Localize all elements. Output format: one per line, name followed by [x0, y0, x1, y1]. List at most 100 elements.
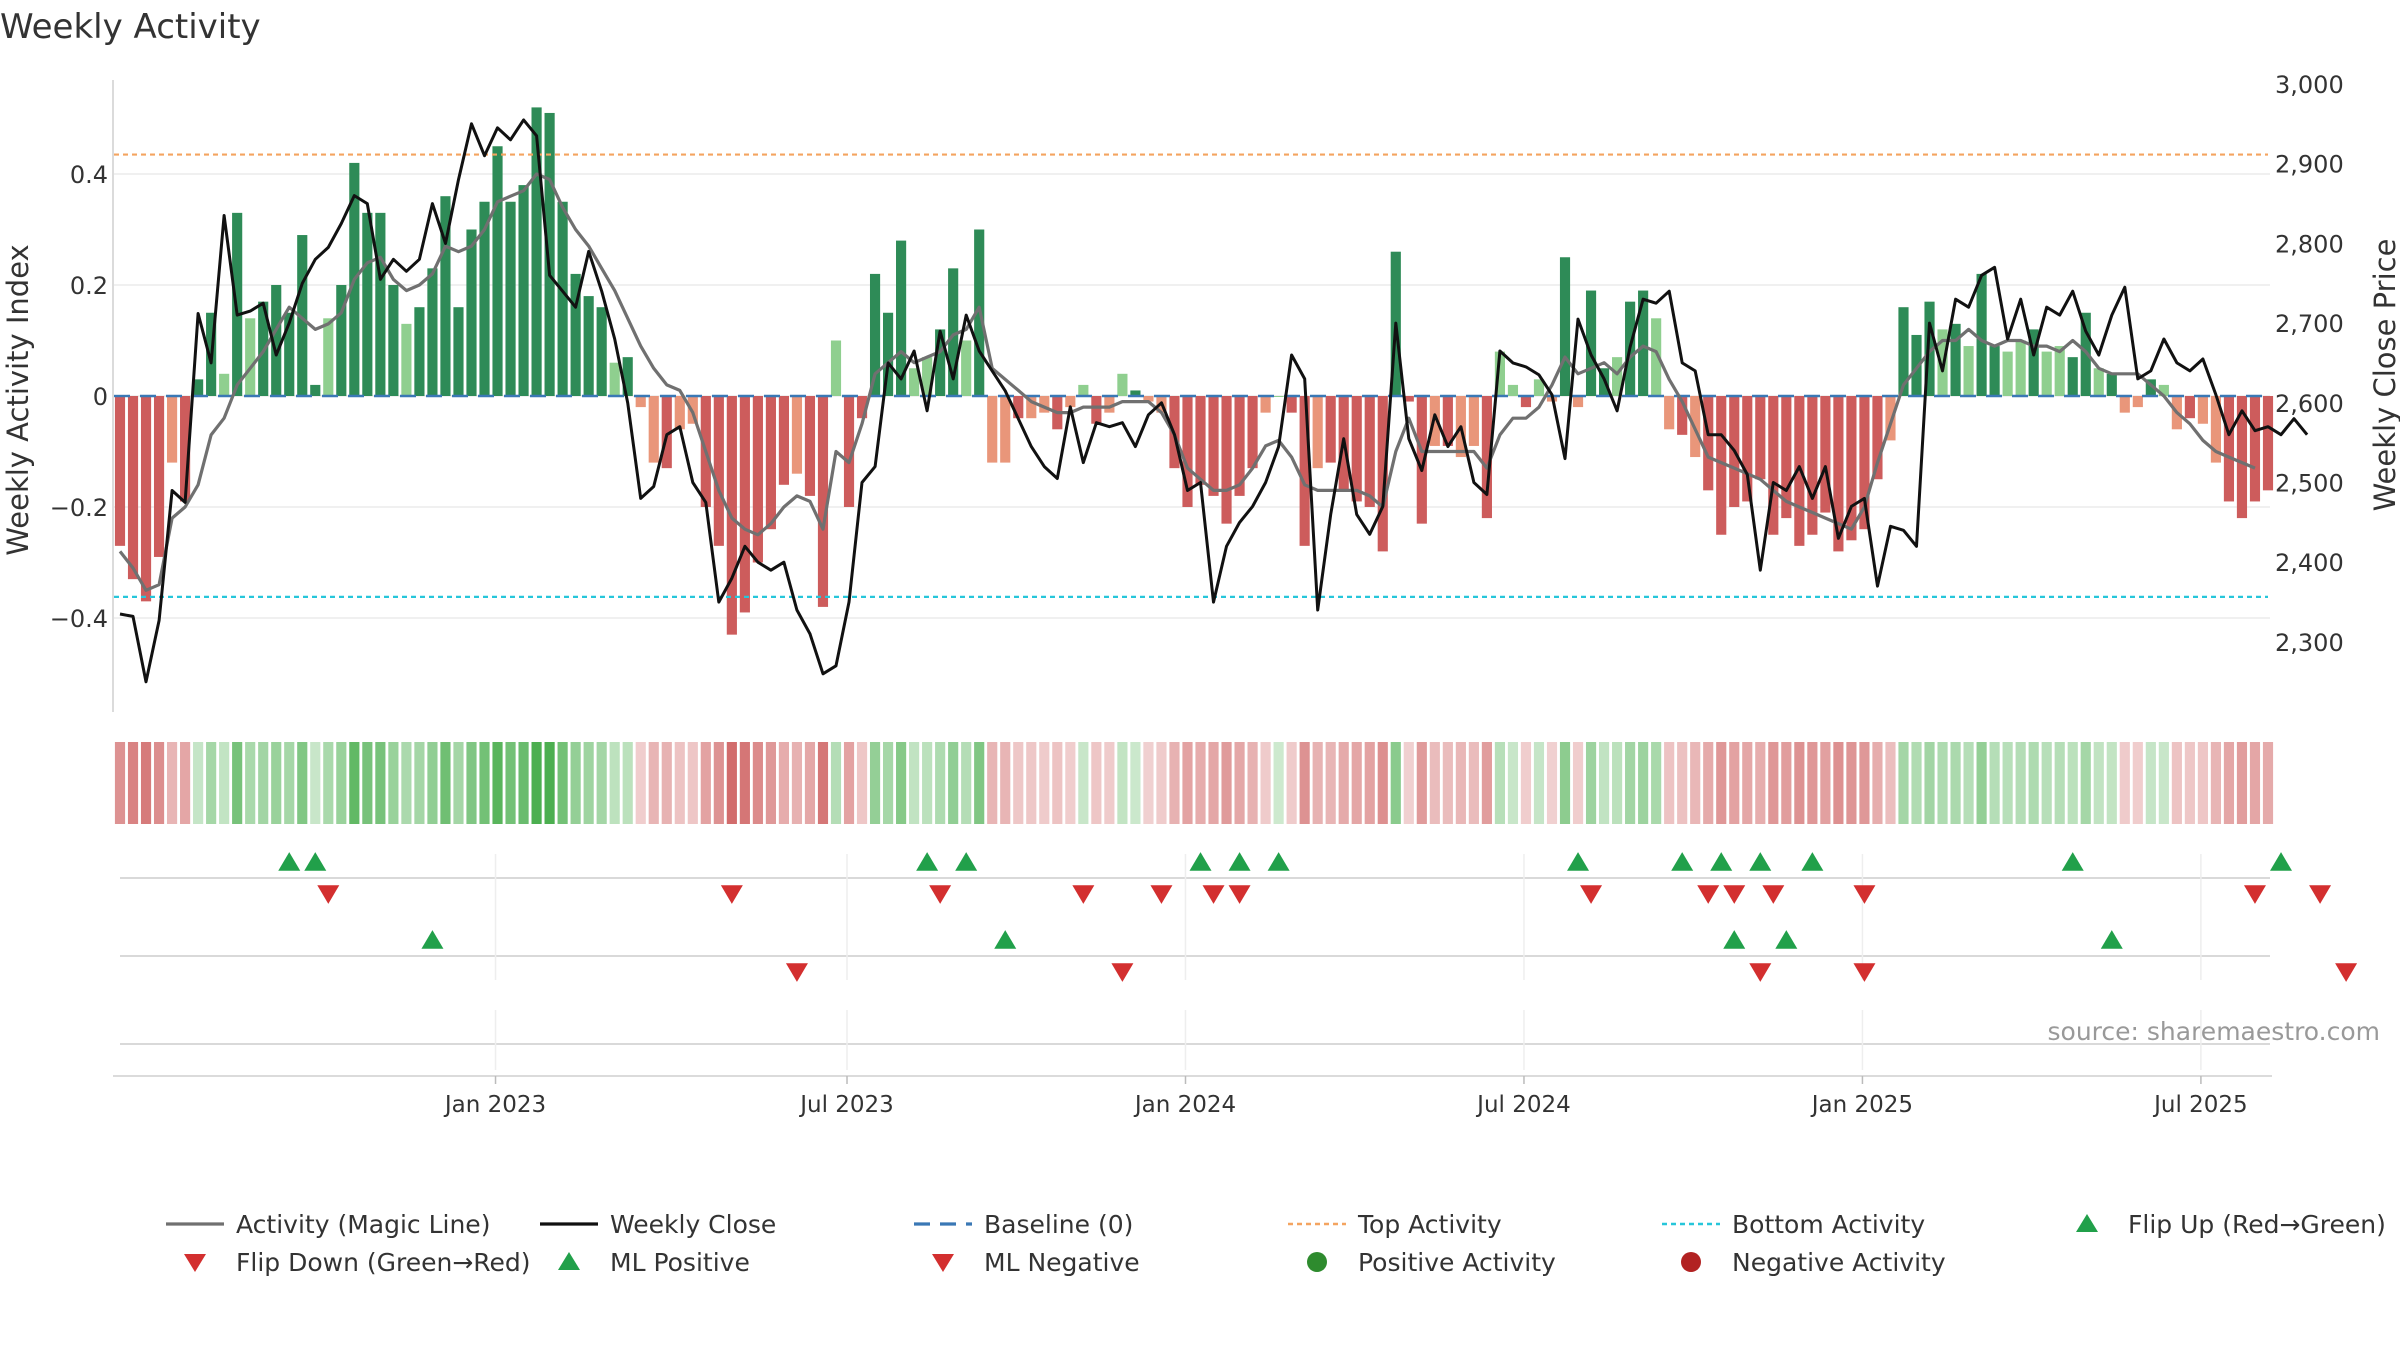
- heat-cell: [2184, 742, 2195, 824]
- heat-cell: [166, 742, 178, 824]
- y-right-tick-label: 2,600: [2275, 390, 2344, 418]
- y-left-tick-label: 0.4: [70, 161, 108, 189]
- heat-cell: [2015, 742, 2026, 824]
- heat-cell: [882, 742, 894, 824]
- heat-cell: [830, 742, 842, 824]
- x-tick-label: Jan 2023: [443, 1092, 546, 1118]
- heat-cell: [1690, 742, 1701, 824]
- flip-down-marker: [2243, 885, 2266, 904]
- activity-bar: [1924, 301, 1935, 396]
- ml-negative-marker: [1111, 963, 1134, 982]
- legend-label: ML Negative: [984, 1248, 1140, 1277]
- legend-swatch-triangle: [2076, 1214, 2098, 1232]
- activity-bar: [297, 235, 308, 396]
- heat-cell: [1846, 742, 1857, 824]
- activity-bar: [2184, 396, 2195, 419]
- heat-cell: [140, 742, 152, 824]
- heat-cell: [401, 742, 412, 824]
- heat-cell: [232, 742, 243, 824]
- activity-bar: [2262, 396, 2274, 491]
- heat-cell: [323, 742, 334, 824]
- heat-cell: [2262, 742, 2274, 824]
- heat-cell: [674, 742, 685, 824]
- heat-cell: [1013, 742, 1024, 824]
- heat-cell: [1208, 742, 1219, 824]
- y-axis-right-label: Weekly Close Price: [2368, 239, 2400, 512]
- heat-cell: [1377, 742, 1388, 824]
- heat-cell: [284, 742, 295, 824]
- activity-bar: [1872, 396, 1883, 480]
- flip-up-marker: [1189, 852, 1212, 871]
- activity-bar: [2054, 346, 2065, 396]
- activity-bar: [1234, 396, 1245, 496]
- heat-cell: [778, 742, 790, 824]
- y-right-tick-label: 2,400: [2275, 549, 2344, 577]
- heat-cell: [909, 742, 920, 824]
- heat-cell: [466, 742, 477, 824]
- y-right-tick-label: 2,800: [2275, 230, 2344, 258]
- flip-up-marker: [2270, 852, 2293, 871]
- x-tick-label: Jul 2025: [2152, 1092, 2248, 1118]
- ml-negative-marker: [2335, 963, 2358, 982]
- heat-cell: [375, 742, 386, 824]
- flip-down-marker: [1228, 885, 1251, 904]
- activity-bar: [843, 396, 855, 507]
- activity-bar: [2210, 396, 2222, 463]
- activity-bar: [1768, 396, 1779, 535]
- legend-label: Bottom Activity: [1732, 1210, 1925, 1239]
- x-tick-label: Jul 2023: [798, 1092, 894, 1118]
- flip-down-marker: [1150, 885, 1173, 904]
- activity-bar: [466, 229, 477, 396]
- activity-bar: [570, 273, 581, 396]
- heat-cell: [1729, 742, 1740, 824]
- ml-positive-marker: [421, 930, 444, 949]
- activity-bar: [661, 396, 672, 469]
- heat-cell: [856, 742, 868, 824]
- activity-bar: [1833, 396, 1844, 552]
- heat-cell: [1546, 742, 1558, 824]
- flip-up-marker: [1801, 852, 1824, 871]
- heat-cell: [1625, 742, 1636, 824]
- heat-cell: [1182, 742, 1193, 824]
- activity-bar: [153, 396, 165, 557]
- heat-cell: [1078, 742, 1089, 824]
- heat-cell: [922, 742, 933, 824]
- activity-bar: [1273, 396, 1284, 397]
- heat-cell: [1989, 742, 2000, 824]
- heat-cell: [1950, 742, 1961, 824]
- activity-bar: [1130, 390, 1141, 396]
- heat-cell: [2054, 742, 2065, 824]
- activity-bar: [1468, 396, 1479, 446]
- heat-cell: [219, 742, 230, 824]
- flip-up-marker: [1267, 852, 1290, 871]
- heat-cell: [583, 742, 594, 824]
- activity-bar: [1351, 396, 1362, 502]
- heat-cell: [518, 742, 529, 824]
- heat-cell: [726, 742, 737, 824]
- heat-cell: [2132, 742, 2143, 824]
- y-left-tick-label: 0.2: [70, 272, 108, 300]
- heat-cell: [544, 742, 555, 824]
- heat-cell: [1872, 742, 1883, 824]
- heat-cell: [765, 742, 776, 824]
- heat-cell: [1833, 742, 1844, 824]
- y-right-tick-label: 3,000: [2275, 71, 2344, 99]
- heat-cell: [804, 742, 816, 824]
- heat-cell: [336, 742, 347, 824]
- y-left-tick-label: −0.2: [50, 494, 108, 522]
- heat-cell: [1442, 742, 1453, 824]
- activity-bar: [2236, 396, 2248, 519]
- series-lines: [118, 118, 2309, 684]
- activity-bar: [778, 396, 790, 485]
- ml-positive-marker: [1723, 930, 1746, 949]
- activity-bar: [1403, 396, 1414, 402]
- heat-cell: [310, 742, 321, 824]
- heat-cell: [1169, 742, 1180, 824]
- activity-bar: [1703, 396, 1714, 491]
- legend-label: ML Positive: [610, 1248, 750, 1277]
- activity-bar: [362, 212, 373, 396]
- heat-cell: [1677, 742, 1688, 824]
- heat-cell: [1885, 742, 1896, 824]
- heat-cell: [713, 742, 724, 824]
- heat-cell: [1794, 742, 1805, 824]
